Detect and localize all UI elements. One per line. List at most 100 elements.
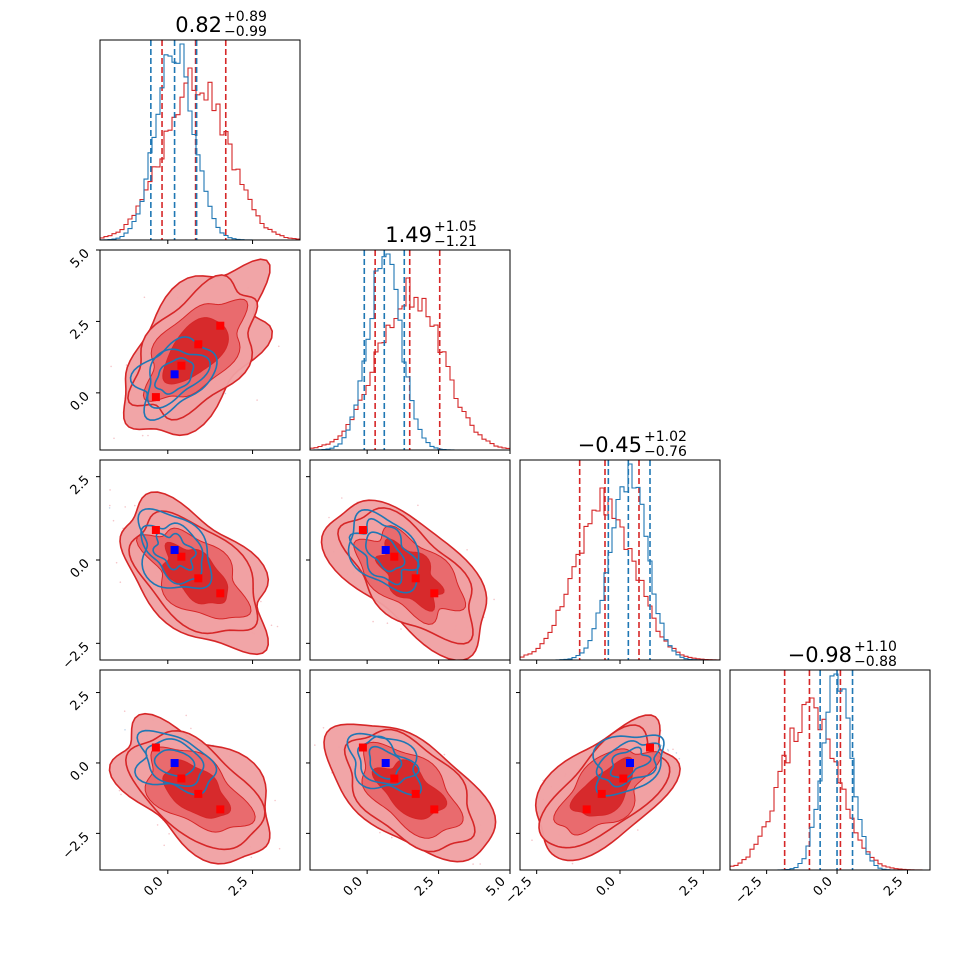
- red-sample-point: [276, 625, 279, 628]
- panel-2-2: [519, 459, 721, 661]
- x-tick-label: −2.5: [733, 874, 766, 907]
- title-minus: −0.88: [854, 654, 897, 670]
- red-sample-point: [110, 365, 112, 368]
- blue-contour-line: [154, 357, 195, 395]
- red-square-marker: [619, 774, 628, 783]
- red-sample-point: [123, 710, 126, 712]
- tick-group: [366, 450, 511, 454]
- panel-1-0: [99, 241, 301, 451]
- x-tick-label: 0.0: [811, 874, 836, 899]
- panel-frame: [309, 669, 511, 871]
- panel-content: [108, 710, 281, 877]
- red-sample-point: [270, 624, 273, 627]
- blue-contour-line: [348, 517, 420, 586]
- red-sample-point: [466, 549, 468, 551]
- red-sample-point: [400, 628, 402, 630]
- blue-contour-line: [347, 508, 420, 594]
- red-contour-level: [569, 756, 634, 817]
- red-sample-point: [190, 727, 192, 730]
- red-histogram: [100, 67, 300, 240]
- red-sample-point: [379, 831, 381, 834]
- panel-2-1: [309, 459, 511, 661]
- red-sample-point: [314, 744, 316, 746]
- title-minus: −0.76: [644, 444, 687, 460]
- title-minus: −1.21: [434, 234, 477, 250]
- panel-content: [110, 241, 280, 440]
- panel-frame: [729, 669, 931, 871]
- blue-square-marker: [626, 759, 634, 767]
- blue-sample-point: [667, 748, 669, 751]
- red-square-marker: [597, 789, 606, 798]
- red-sample-point: [109, 489, 111, 491]
- blue-contour-line: [129, 336, 218, 421]
- blue-square-marker: [381, 546, 390, 554]
- blue-square-marker: [170, 759, 179, 767]
- panel-3-3: [729, 669, 931, 871]
- blue-contour-line: [346, 732, 423, 796]
- red-sample-point: [141, 434, 144, 437]
- red-square-marker: [177, 774, 186, 783]
- red-sample-point: [386, 622, 389, 624]
- red-histogram: [520, 487, 720, 660]
- panel-frame: [309, 249, 511, 451]
- blue-sample-point: [660, 744, 663, 747]
- red-sample-point: [259, 241, 261, 243]
- red-sample-point: [125, 364, 128, 366]
- red-sample-point: [120, 793, 122, 796]
- panel-2-0: [99, 459, 301, 661]
- red-square-marker: [216, 321, 225, 330]
- red-sample-point: [147, 434, 149, 437]
- red-square-marker: [216, 805, 225, 814]
- blue-contour-line: [595, 740, 661, 788]
- red-sample-point: [372, 620, 374, 623]
- red-sample-point: [256, 399, 258, 401]
- panel-title-0: 0.82 +0.89−0.99: [175, 9, 267, 40]
- red-sample-point: [391, 836, 393, 839]
- y-tick-label: −2.5: [60, 830, 93, 863]
- red-square-marker: [151, 526, 160, 534]
- red-sample-point: [571, 862, 574, 865]
- blue-contour-line: [609, 746, 652, 779]
- blue-contour-line: [140, 522, 204, 585]
- blue-contour-line: [145, 738, 205, 788]
- red-square-marker: [646, 743, 654, 752]
- red-square-marker: [358, 526, 367, 534]
- panel-3-2: [519, 669, 721, 871]
- panel-frame: [99, 669, 301, 871]
- blue-contour-line: [137, 507, 213, 590]
- red-sample-point: [115, 561, 118, 564]
- blue-square-marker: [170, 370, 179, 379]
- x-tick-label: −2.5: [503, 874, 536, 907]
- tick-group: [167, 240, 254, 244]
- red-sample-point: [672, 748, 674, 751]
- red-sample-point: [417, 504, 419, 507]
- x-tick-label: 2.5: [677, 874, 702, 899]
- panel-content: [520, 460, 720, 660]
- blue-contour-line: [152, 532, 197, 571]
- panel-title-1: 1.49 +1.05−1.21: [385, 219, 477, 250]
- panel-3-1: [309, 669, 511, 871]
- red-square-marker: [411, 789, 420, 798]
- red-sample-point: [234, 875, 236, 877]
- blue-contour-line: [356, 735, 420, 786]
- panel-title-2: −0.45 +1.02−0.76: [578, 429, 687, 460]
- red-sample-point: [124, 506, 126, 508]
- y-tick-label: 2.5: [68, 473, 93, 498]
- red-sample-point: [113, 437, 115, 440]
- red-sample-point: [328, 516, 330, 519]
- red-sample-point: [260, 600, 262, 603]
- title-plus: +1.05: [434, 219, 477, 235]
- blue-square-marker: [170, 546, 179, 554]
- x-tick-label: 0.0: [141, 874, 166, 899]
- red-square-marker: [151, 393, 160, 402]
- blue-histogram: [520, 463, 720, 660]
- y-tick-label: −2.5: [60, 640, 93, 673]
- red-histogram: [310, 277, 510, 450]
- panel-content: [100, 40, 300, 240]
- tick-group: [306, 476, 511, 664]
- blue-sample-point: [124, 729, 126, 731]
- blue-sample-point: [667, 750, 670, 752]
- panel-frame: [99, 249, 301, 451]
- red-square-marker: [216, 589, 225, 598]
- x-tick-label: 0.0: [594, 874, 619, 899]
